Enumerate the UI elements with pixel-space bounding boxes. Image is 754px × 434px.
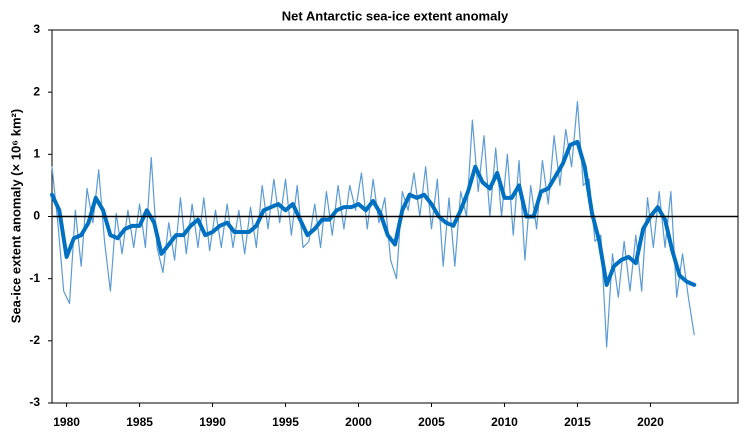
y-tick-label: -2: [29, 333, 40, 347]
y-tick-label: -1: [29, 271, 40, 285]
x-tick-label: 2000: [345, 415, 372, 429]
data-line: [50, 139, 697, 287]
x-tick-label: 2015: [564, 415, 591, 429]
y-tick-label: 3: [33, 22, 40, 36]
x-tick-label: 2010: [491, 415, 518, 429]
x-tick-label: 2020: [637, 415, 664, 429]
y-axis-label: Sea-ice extent anomaly (× 10⁶ km²): [8, 109, 23, 323]
x-tick-label: 1990: [199, 415, 226, 429]
y-tick-label: -3: [29, 395, 40, 409]
chart-title: Net Antarctic sea-ice extent anomaly: [282, 8, 509, 23]
y-tick-label: 2: [33, 84, 40, 98]
x-tick-label: 1980: [53, 415, 80, 429]
y-tick-label: 0: [33, 209, 40, 223]
x-tick-label: 2005: [418, 415, 445, 429]
x-tick-label: 1985: [126, 415, 153, 429]
x-tick-label: 1995: [272, 415, 299, 429]
y-tick-label: 1: [33, 147, 40, 161]
